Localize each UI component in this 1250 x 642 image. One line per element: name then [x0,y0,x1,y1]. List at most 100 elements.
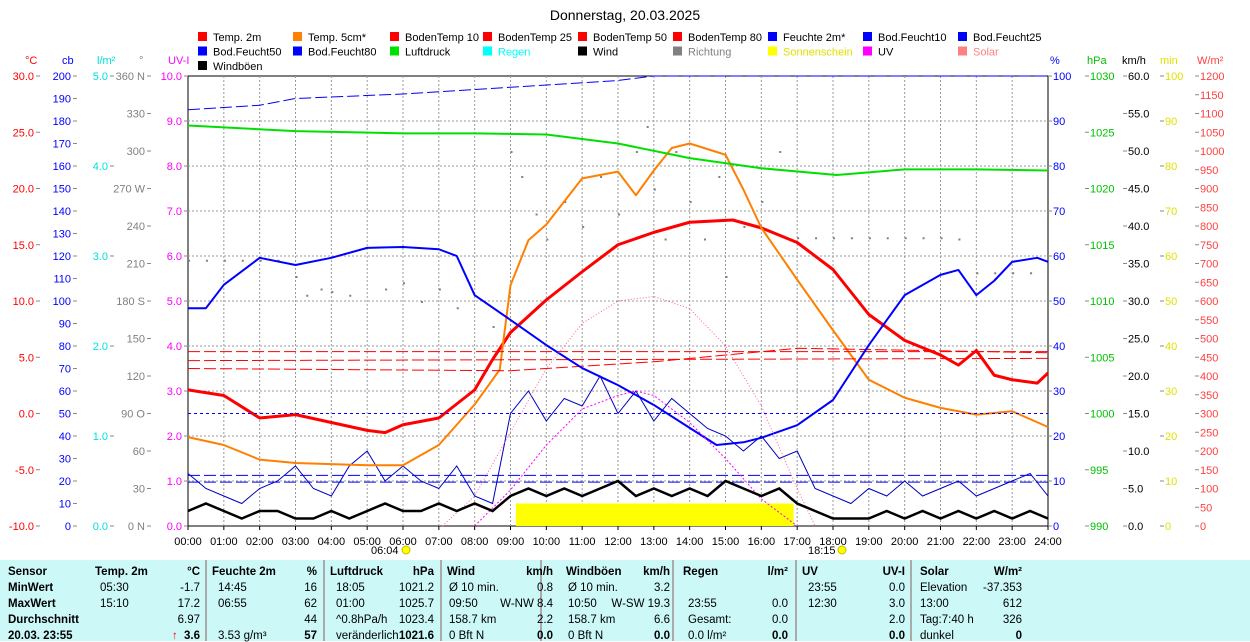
direction-dot [976,272,979,275]
table-cell: 23:55 [688,598,717,610]
axis-tick-label-wind: 25.0 [1128,334,1149,346]
series-line-temp-5cm- [187,142,1049,467]
series-line-temp-2m [187,218,1050,435]
axis-tick-label-solar: 800 [1200,221,1218,233]
column-divider [672,560,674,641]
x-tick-label: 05:00 [353,536,381,548]
table-cell: 0.0 [889,582,905,594]
axis-tick-label-press: 1030 [1090,71,1114,83]
axis-tick-label-uv: 2.0 [167,431,182,443]
direction-dot [535,213,538,216]
axis-tick-label-solar: 1000 [1200,146,1224,158]
axis-tick-label-temp: -5.0 [15,465,34,477]
axis-tick-label-press: 990 [1090,521,1108,533]
table-cell: hPa [412,566,434,578]
x-axis: 00:00 01:00 02:00 03:00 04:00 05:00 06:00 07:00… [174,526,1062,548]
axis-tick-label-solar: 550 [1200,315,1218,327]
table-cell: 6.97 [177,614,200,626]
axis-title-min: min [1160,55,1178,67]
legend-label: BodenTemp 10 [405,32,479,44]
axis-tick-label-wind: 30.0 [1128,296,1149,308]
table-cell: 05:30 [100,582,129,594]
table-cell: 23:55 [808,582,837,594]
axis-tick-label-solar: 100 [1200,484,1218,496]
axis-tick-label-cb: 30 [59,454,71,466]
axis-tick-label-cb: 150 [53,184,71,196]
direction-dot [1030,272,1033,275]
table-cell: 62 [304,598,317,610]
sunset-label: 18:15 [808,545,836,557]
direction-dot [306,294,309,297]
axis-tick-label-solar: 850 [1200,202,1218,214]
x-tick-label: 10:00 [533,536,561,548]
axis-title-dir: ° [139,55,143,67]
direction-dot [689,201,692,203]
table-cell: Ø 10 min. [449,582,499,594]
axis-tick-label-solar: 600 [1200,296,1218,308]
direction-dot [510,151,513,153]
axis-tick-label-solar: 900 [1200,184,1218,196]
axis-tick-label-cb: 200 [53,71,71,83]
legend-label: Windböen [213,61,263,73]
axis-tick-label-cb: 170 [53,139,71,151]
table-cell: 44 [304,614,317,626]
legend-swatch [198,46,207,56]
axis-tick-label-solar: 1150 [1200,90,1224,102]
axis-tick-label-cb: 110 [53,274,71,286]
table-cell: 0.0 [654,630,670,642]
axis-tick-label-uv: 9.0 [167,116,182,128]
axis-tick-label-press: 1010 [1090,296,1114,308]
table-cell: Ø 10 min. [568,582,618,594]
direction-dot [675,151,678,153]
series-line-luftdruck [187,124,1049,176]
axis-tick-label-temp: 5.0 [19,352,34,364]
direction-dot [704,238,706,241]
axis-title-wind: km/h [1122,55,1146,67]
axis-tick-label-temp: 10.0 [13,296,34,308]
axis-tick-label-dir: 90 O [121,409,145,421]
axis-tick-label-hum: 60 [1053,251,1065,263]
x-tick-label: 02:00 [246,536,274,548]
axis-tick-label-press: 1000 [1090,409,1114,421]
direction-dot [940,237,943,240]
axis-tick-label-solar: 1100 [1200,109,1224,121]
x-tick-label: 24:00 [1034,536,1062,548]
stats-table: Sensor Temp. 2m °C Feuchte 2m% Luftdruck hPa W… [0,560,1250,642]
direction-dot [850,237,853,240]
table-cell: -37.353 [982,582,1022,594]
gusts-line [187,374,1049,505]
axis-tick-label-temp: 0.0 [19,409,34,421]
table-cell: 3.6 [184,630,200,642]
axis-tick-label-hum: 100 [1053,71,1071,83]
legend-label: Feuchte 2m* [783,32,846,44]
x-tick-label: 15:00 [712,536,740,548]
axis-tick-label-cb: 70 [59,364,71,376]
axis-title-rain: l/m² [97,55,116,67]
direction-dot [743,226,746,228]
direction-dot [420,301,423,303]
table-cell: 0.0 [772,614,788,626]
axis-tick-label-solar: 0 [1200,521,1206,533]
table-cell: UV-I [882,566,905,578]
axis-tick-label-solar: 150 [1200,465,1218,477]
x-tick-label: 17:00 [783,536,811,548]
axis-tick-label-hum: 30 [1053,386,1065,398]
axis-tick-label-min: 40 [1165,341,1177,353]
table-cell: 3.53 g/m³ [218,630,267,642]
direction-dot [241,259,244,262]
table-cell: W-SW 19.3 [611,598,670,610]
direction-dot [403,282,405,285]
legend-label: Bod.Feucht10 [878,32,947,44]
direction-dot [205,259,208,262]
axis-tick-label-press: 1005 [1090,352,1114,364]
legend-swatch [863,46,872,56]
axis-tick-label-min: 20 [1165,431,1177,443]
table-cell: Regen [683,566,719,578]
axis-tick-label-min: 90 [1165,116,1177,128]
table-cell: W-NW 8.4 [500,598,553,610]
legend-swatch [198,32,207,41]
direction-dot [295,276,298,278]
axis-tick-label-min: 30 [1165,386,1177,398]
direction-dot [718,176,721,178]
axis-tick-label-press: 1015 [1090,240,1114,252]
